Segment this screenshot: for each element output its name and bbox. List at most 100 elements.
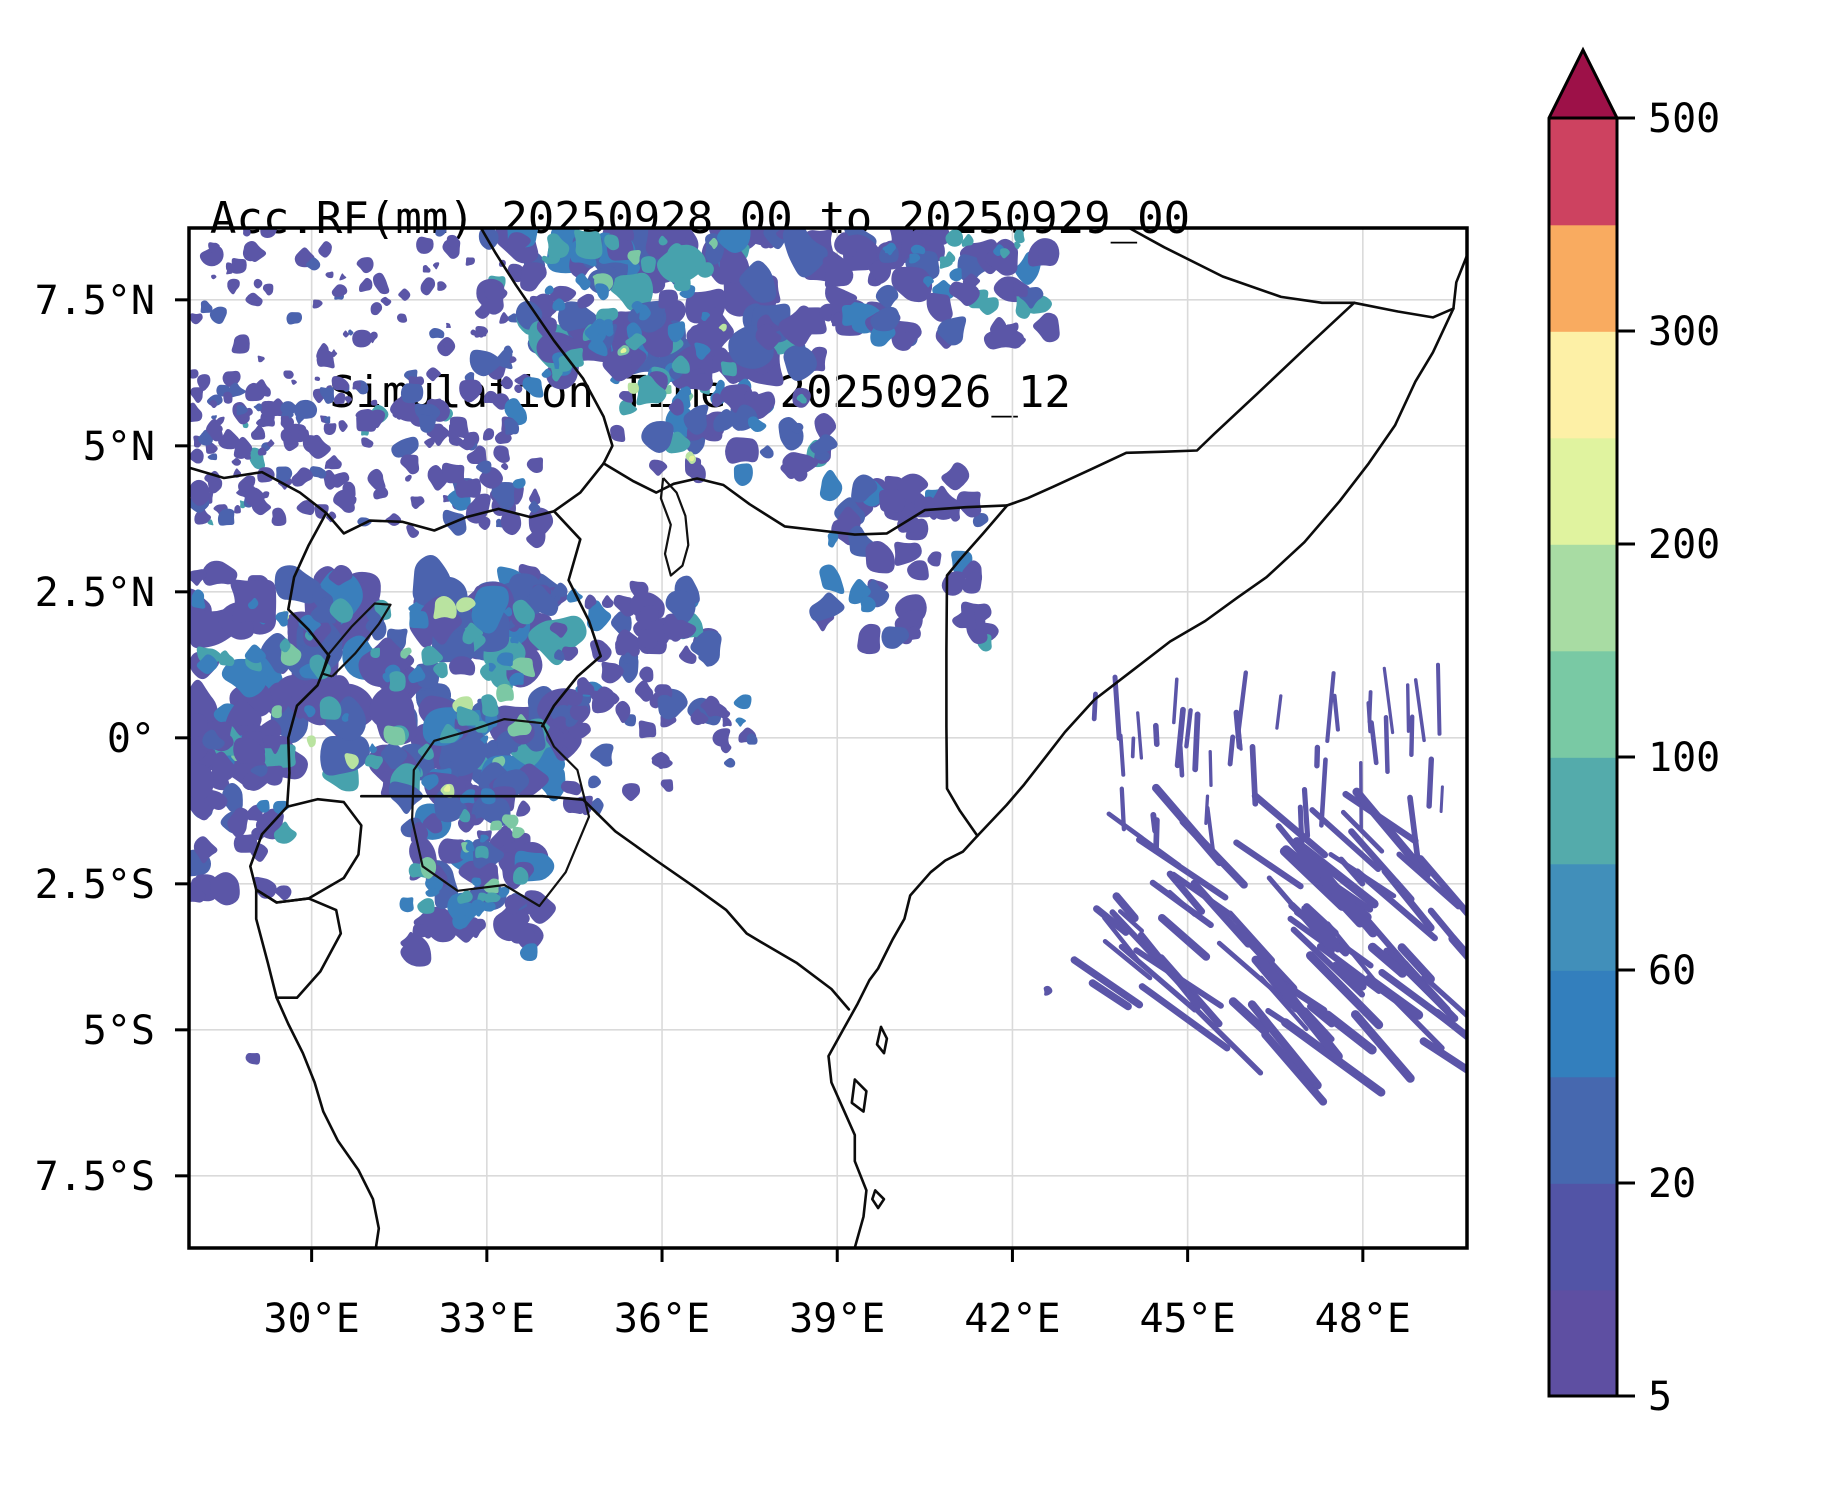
rain-blob — [512, 826, 525, 839]
rain-blob — [274, 885, 292, 901]
rain-streak — [1130, 736, 1136, 759]
rain-blob — [594, 319, 613, 335]
rain-blob — [217, 508, 235, 526]
rain-blob — [189, 713, 208, 738]
rain-single-blob — [620, 347, 627, 354]
rain-blob — [961, 234, 974, 247]
border-north-border-chain — [189, 462, 605, 535]
colorbar-segment-100-150 — [1549, 650, 1617, 758]
rain-single-blob — [658, 235, 668, 246]
rain-blob — [923, 276, 934, 288]
rain-blob — [256, 799, 270, 813]
rain-blob — [898, 331, 914, 346]
rain-streak — [1235, 670, 1249, 740]
colorbar-tick-label: 200 — [1648, 522, 1720, 568]
rain-blob — [550, 285, 577, 303]
rain-blob — [356, 257, 374, 274]
rain-streak — [1382, 666, 1395, 735]
rain-blob — [498, 886, 510, 898]
rain-streak — [1351, 1010, 1415, 1083]
rain-blob — [191, 589, 206, 609]
border-horn-link — [1352, 301, 1455, 319]
rain-blob — [841, 304, 862, 326]
rain-streak — [1179, 817, 1248, 889]
rain-blob — [257, 447, 267, 456]
rain-streak — [1338, 856, 1366, 887]
border-uganda-kenya — [541, 509, 602, 728]
rain-blob — [634, 680, 654, 702]
rain-blob — [649, 692, 661, 709]
rain-blob — [227, 278, 240, 295]
rain-blob — [398, 288, 411, 301]
rain-blob — [719, 244, 750, 284]
rain-blob — [242, 772, 261, 791]
rain-blob — [595, 283, 609, 301]
rain-streak — [1093, 905, 1130, 936]
rain-blob — [422, 264, 431, 273]
rain-blob — [484, 279, 508, 302]
rain-blob — [972, 512, 989, 528]
rain-blob — [253, 278, 263, 289]
rain-region-ethiopia-band — [469, 228, 849, 391]
rain-blob — [586, 600, 612, 632]
rain-streak — [1150, 811, 1159, 834]
rain-blob — [488, 662, 496, 672]
rain-blob — [421, 774, 439, 791]
rain-blob — [552, 582, 568, 597]
rain-blob — [419, 414, 437, 433]
rain-streak — [1407, 794, 1421, 860]
rain-blob — [783, 345, 817, 381]
rain-blob — [262, 731, 282, 755]
rain-blob — [283, 370, 294, 379]
rain-blob — [455, 478, 482, 498]
rain-blob — [189, 313, 203, 325]
rain-blob — [636, 375, 667, 406]
rain-blob — [361, 437, 374, 448]
rain-blob — [665, 590, 696, 625]
rain-blob — [851, 474, 878, 503]
rain-blob — [725, 437, 759, 464]
rain-single-blob — [490, 820, 503, 831]
rain-blob — [694, 342, 711, 360]
rain-blob — [514, 384, 523, 394]
rain-blob — [412, 924, 431, 939]
rain-blob — [366, 331, 378, 344]
rain-blob — [218, 428, 240, 450]
lake-victoria — [411, 718, 591, 908]
rain-blob — [400, 647, 412, 659]
rain-blob — [584, 594, 597, 610]
rain-blob — [809, 434, 838, 455]
rain-streak — [1397, 943, 1435, 984]
rain-streak — [1340, 809, 1385, 854]
rain-streak — [1302, 903, 1339, 937]
rain-streak — [1233, 839, 1304, 890]
rain-streak — [1118, 733, 1126, 777]
rain-blob — [500, 510, 522, 536]
rain-blob — [735, 717, 747, 727]
rain-streak — [1436, 662, 1442, 736]
rain-streak — [1166, 870, 1206, 915]
rain-blob — [426, 367, 441, 382]
rain-blob — [569, 705, 589, 721]
border-ethiopia-kenya — [602, 462, 1009, 536]
colorbar-segment-300-400 — [1549, 224, 1617, 332]
rain-blob — [429, 327, 445, 339]
rain-blob — [868, 259, 892, 284]
rain-blob — [551, 367, 563, 382]
border-kenya-tanzania — [541, 794, 851, 1011]
rain-blob — [720, 384, 753, 413]
rain-blob — [519, 943, 538, 962]
rain-streak — [1405, 683, 1411, 733]
rain-blob — [222, 782, 243, 813]
rain-blob — [400, 383, 424, 404]
border-somalia-kenya-coastline — [827, 254, 1467, 1248]
rain-blob — [504, 418, 520, 435]
rain-streak — [1216, 940, 1295, 1009]
rain-blob — [456, 706, 480, 726]
rain-blob — [309, 466, 327, 479]
rain-blob — [189, 763, 214, 800]
rain-blob — [242, 228, 251, 237]
rain-blob — [465, 841, 475, 852]
rain-blob — [231, 457, 242, 466]
rain-blob — [522, 377, 544, 398]
